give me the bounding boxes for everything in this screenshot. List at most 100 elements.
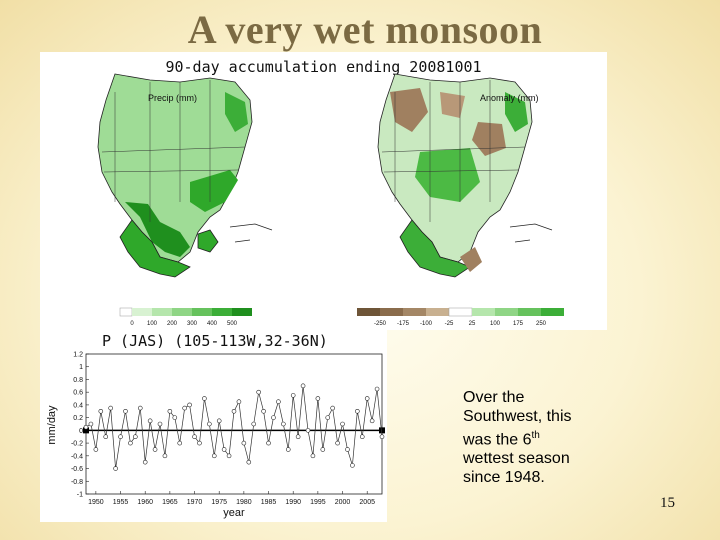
slide-title: A very wet monsoon: [187, 7, 543, 52]
data-point: [123, 408, 128, 414]
precip-tick: 100: [147, 321, 158, 327]
y-tick-label: 1.2: [73, 352, 83, 359]
data-point: [226, 453, 232, 459]
x-tick-label: 1985: [261, 499, 277, 506]
anomaly-tick: 175: [513, 321, 524, 327]
data-point: [285, 447, 291, 452]
x-tick-label: 2000: [335, 499, 351, 506]
y-tick-label: 0.6: [73, 390, 83, 397]
data-point: [330, 405, 335, 411]
x-tick-label: 1955: [113, 499, 129, 506]
x-tick-label: 1965: [162, 499, 178, 506]
data-point: [340, 421, 345, 427]
precip-tick: 200: [167, 321, 178, 327]
data-point: [93, 447, 99, 452]
caption-line: Southwest, this: [463, 408, 572, 425]
data-point: [98, 408, 104, 414]
x-tick-label: 1960: [137, 499, 153, 506]
anomaly-map-label: Anomaly (mm): [480, 93, 539, 103]
x-tick-label: 1990: [285, 499, 301, 506]
data-point: [369, 418, 375, 424]
anomaly-map: Anomaly (mm): [377, 73, 553, 278]
data-point: [359, 434, 365, 440]
reference-line-marker: [83, 427, 89, 434]
data-point: [374, 386, 380, 392]
anomaly-tick: -100: [420, 321, 433, 327]
data-point: [182, 405, 187, 411]
data-point: [207, 421, 212, 427]
data-point: [202, 396, 207, 401]
data-point: [320, 447, 326, 452]
anomaly-tick: 100: [490, 321, 501, 327]
data-point: [246, 459, 252, 465]
data-point: [172, 415, 178, 420]
data-point: [162, 453, 168, 459]
data-point: [142, 459, 148, 465]
data-point: [152, 447, 158, 452]
y-tick-label: 0: [79, 428, 83, 435]
caption-line: Over the: [463, 389, 525, 406]
x-tick-label: 1970: [187, 499, 203, 506]
caption-line-3: was the 6: [463, 431, 532, 449]
data-point: [241, 440, 247, 446]
anomaly-tick: 250: [536, 321, 547, 327]
data-point: [325, 415, 331, 420]
timeseries-title: P (JAS) (105-113W,32-36N): [102, 332, 328, 350]
x-tick-label: 1950: [88, 499, 104, 506]
y-tick-label: -0.6: [71, 466, 83, 473]
data-point: [177, 440, 183, 446]
data-point: [295, 434, 301, 440]
data-point: [192, 434, 197, 440]
data-point: [167, 408, 173, 414]
data-point: [315, 396, 321, 401]
anomaly-tick: -250: [374, 321, 387, 327]
map-panel: 90-day accumulation ending 20081001 Prec…: [40, 52, 607, 330]
data-point: [113, 466, 118, 471]
precip-tick: 0: [130, 321, 134, 327]
data-point: [271, 415, 276, 420]
y-tick-label: -0.2: [71, 441, 83, 448]
precip-map-label: Precip (mm): [148, 93, 197, 103]
y-axis-label: mm/day: [46, 405, 58, 445]
plot-frame: [85, 353, 383, 495]
caption-ordinal-suffix: th: [531, 430, 540, 441]
y-tick-label: -0.4: [71, 453, 83, 460]
x-tick-label: 2005: [359, 499, 375, 506]
data-point: [221, 447, 227, 452]
data-point: [256, 389, 261, 395]
caption-line: wettest season: [463, 450, 570, 468]
y-tick-label: 0.8: [73, 377, 83, 384]
page-number: 15: [660, 495, 675, 511]
series-line: [85, 385, 383, 469]
x-axis-label: year: [223, 507, 245, 519]
data-point: [310, 453, 316, 459]
precip-tick: 500: [227, 321, 238, 327]
precip-tick: 300: [187, 321, 198, 327]
timeseries-panel: P (JAS) (105-113W,32-36N) 1.2 1 0.8 0.6 0.4 0…: [40, 330, 387, 522]
data-point: [379, 434, 385, 440]
y-tick-label: 0.4: [73, 402, 83, 409]
data-point: [88, 421, 94, 427]
caption: Over the Southwest, this was the 6th wet…: [463, 388, 613, 487]
data-point: [211, 453, 217, 459]
data-point: [261, 408, 266, 414]
y-tick-label: 0.2: [73, 415, 83, 422]
data-point: [187, 402, 192, 408]
timeseries-chart: 1.2 1 0.8 0.6 0.4 0.2 0 -0.2 -0.4 -0.6 -0.8 -1 1950…: [46, 352, 385, 519]
x-tick-label: 1975: [211, 499, 227, 506]
data-point: [118, 434, 123, 440]
data-point: [108, 405, 113, 411]
precip-tick: 400: [207, 321, 218, 327]
data-point: [364, 396, 370, 401]
x-tick-label: 1980: [236, 499, 252, 506]
data-point: [137, 405, 143, 411]
precip-colorbar: 0 100 200 300 400 500: [119, 307, 252, 327]
data-point: [216, 418, 222, 424]
data-point: [157, 421, 163, 427]
data-point: [290, 393, 296, 398]
data-point: [133, 434, 138, 440]
data-point: [335, 440, 340, 446]
caption-line: was the 6th: [463, 426, 613, 449]
y-tick-label: -1: [77, 492, 83, 499]
